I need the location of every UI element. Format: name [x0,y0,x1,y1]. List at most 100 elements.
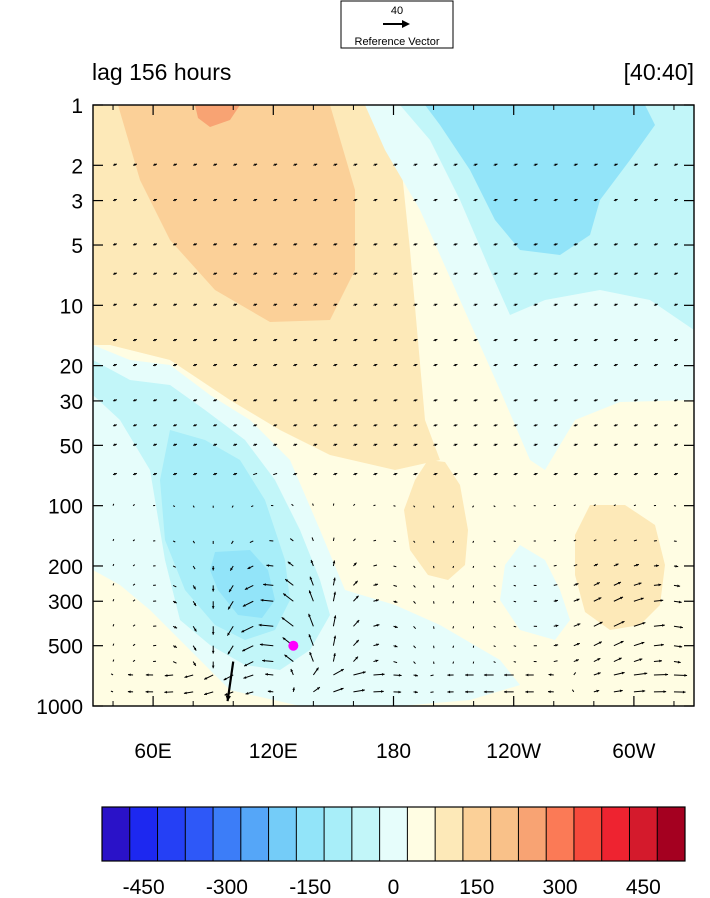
wind-vector [613,620,625,627]
wind-vector [353,538,356,542]
wind-vector [373,163,378,167]
wind-vector [504,673,514,677]
reference-vector-label: Reference Vector [355,36,440,48]
wind-vector [227,600,234,610]
wind-vector [353,303,358,307]
contour-pos1-corner [93,610,180,706]
contour-fill [93,105,694,706]
wind-vector [313,443,318,447]
colorbar-swatch [351,807,381,861]
y-tick-label: 2 [71,155,83,178]
wind-vector [373,539,377,542]
wind-vector [553,599,559,603]
wind-vector [353,163,358,167]
wind-vector [112,659,115,662]
wind-vector [393,163,398,167]
colorbar-swatch [407,807,436,861]
wind-vector [247,565,254,570]
wind-vector [373,504,376,507]
wind-vector [473,303,478,307]
wind-vector [533,424,538,427]
wind-vector [353,656,359,662]
wind-vector [393,272,398,276]
wind-vector [513,600,517,603]
wind-vector [229,565,234,571]
wind-vector [393,690,402,694]
wind-vector [413,625,417,630]
wind-vector [513,424,518,427]
wind-vector [132,424,138,427]
wind-vector [282,593,294,602]
colorbar-label: -300 [206,876,248,898]
wind-vector [433,163,438,167]
wind-vector [553,443,558,447]
colorbar-swatch [518,807,547,861]
wind-vector [249,540,254,544]
wind-vector [573,363,578,367]
wind-vector [112,563,115,567]
wind-vector [213,163,218,167]
wind-vector [553,243,558,246]
wind-vector [573,472,578,476]
wind-vector [493,600,496,603]
wind-vector [313,163,318,167]
wind-vector [333,399,338,402]
wind-vector [613,640,624,647]
wind-vector [373,673,385,676]
wind-vector [433,472,438,476]
wind-vector [333,272,338,276]
colorbar-swatch [102,807,131,861]
wind-vector [112,303,118,307]
wind-vector [673,660,681,664]
wind-vector [333,443,338,447]
wind-vector [413,472,418,476]
wind-vector [573,539,577,542]
wind-vector [613,472,618,476]
wind-vector [293,338,298,342]
wind-vector [373,272,378,276]
y-tick-label: 3 [71,191,83,214]
wind-vector [112,424,118,427]
contour-pos3-top [195,105,240,127]
wind-vector [673,600,682,604]
wind-vector [593,621,603,627]
wind-vector [613,657,622,663]
wind-vector [353,671,366,676]
wind-vector [653,303,658,307]
wind-vector [653,564,659,568]
wind-vector [393,424,398,427]
y-tick-label: 10 [60,295,83,318]
y-axis: 1 2 3 5 10 20 30 50 100 200 300 500 1000 [36,95,694,719]
wind-vector [433,443,438,447]
y-tick-label: 1 [71,95,83,118]
wind-vector [573,504,576,507]
wind-vector [231,505,234,508]
wind-vector [493,625,496,628]
wind-vector [593,338,598,342]
wind-vector [473,399,478,402]
wind-vector [513,163,518,167]
wind-vector [211,645,215,654]
wind-vector [293,163,298,167]
wind-vector [332,537,335,542]
colorbar-swatch [462,807,492,861]
wind-vector [127,673,134,677]
wind-vector [393,363,398,367]
wind-vector [613,563,619,567]
wind-vector [593,504,596,507]
wind-vector [313,686,321,693]
wind-vector [273,198,278,202]
wind-vector [164,690,174,694]
title-left: lag 156 hours [92,59,231,85]
wind-vector [653,424,658,427]
wind-vector [553,272,558,276]
colorbar-swatch [379,807,408,861]
wind-vector [353,595,359,602]
wind-vector [308,590,314,602]
wind-vector [553,303,558,307]
wind-vector [513,399,518,402]
wind-vector [452,601,455,604]
colorbar-label: 450 [626,876,661,898]
wind-vector [273,399,278,402]
